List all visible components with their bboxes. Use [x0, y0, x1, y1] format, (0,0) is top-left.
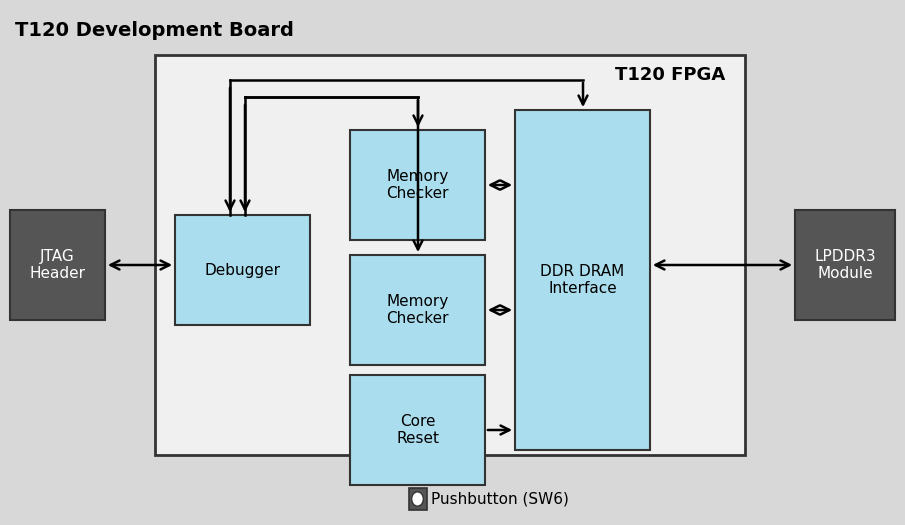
- Bar: [350, 255, 485, 365]
- Ellipse shape: [412, 492, 424, 506]
- Text: T120 FPGA: T120 FPGA: [614, 66, 725, 84]
- Text: Memory
Checker: Memory Checker: [386, 294, 449, 326]
- Text: Debugger: Debugger: [205, 262, 281, 278]
- Bar: [350, 130, 485, 240]
- Text: Core
Reset: Core Reset: [396, 414, 439, 446]
- Bar: [10, 210, 105, 320]
- Text: Memory
Checker: Memory Checker: [386, 169, 449, 201]
- Text: Pushbutton (SW6): Pushbutton (SW6): [431, 491, 568, 507]
- Text: DDR DRAM
Interface: DDR DRAM Interface: [540, 264, 624, 296]
- Bar: [175, 215, 310, 325]
- Bar: [350, 375, 485, 485]
- Text: T120 Development Board: T120 Development Board: [15, 20, 294, 39]
- Bar: [795, 210, 895, 320]
- Bar: [408, 488, 426, 510]
- Text: JTAG
Header: JTAG Header: [30, 249, 85, 281]
- Bar: [515, 110, 650, 450]
- Bar: [155, 55, 745, 455]
- Text: LPDDR3
Module: LPDDR3 Module: [814, 249, 876, 281]
